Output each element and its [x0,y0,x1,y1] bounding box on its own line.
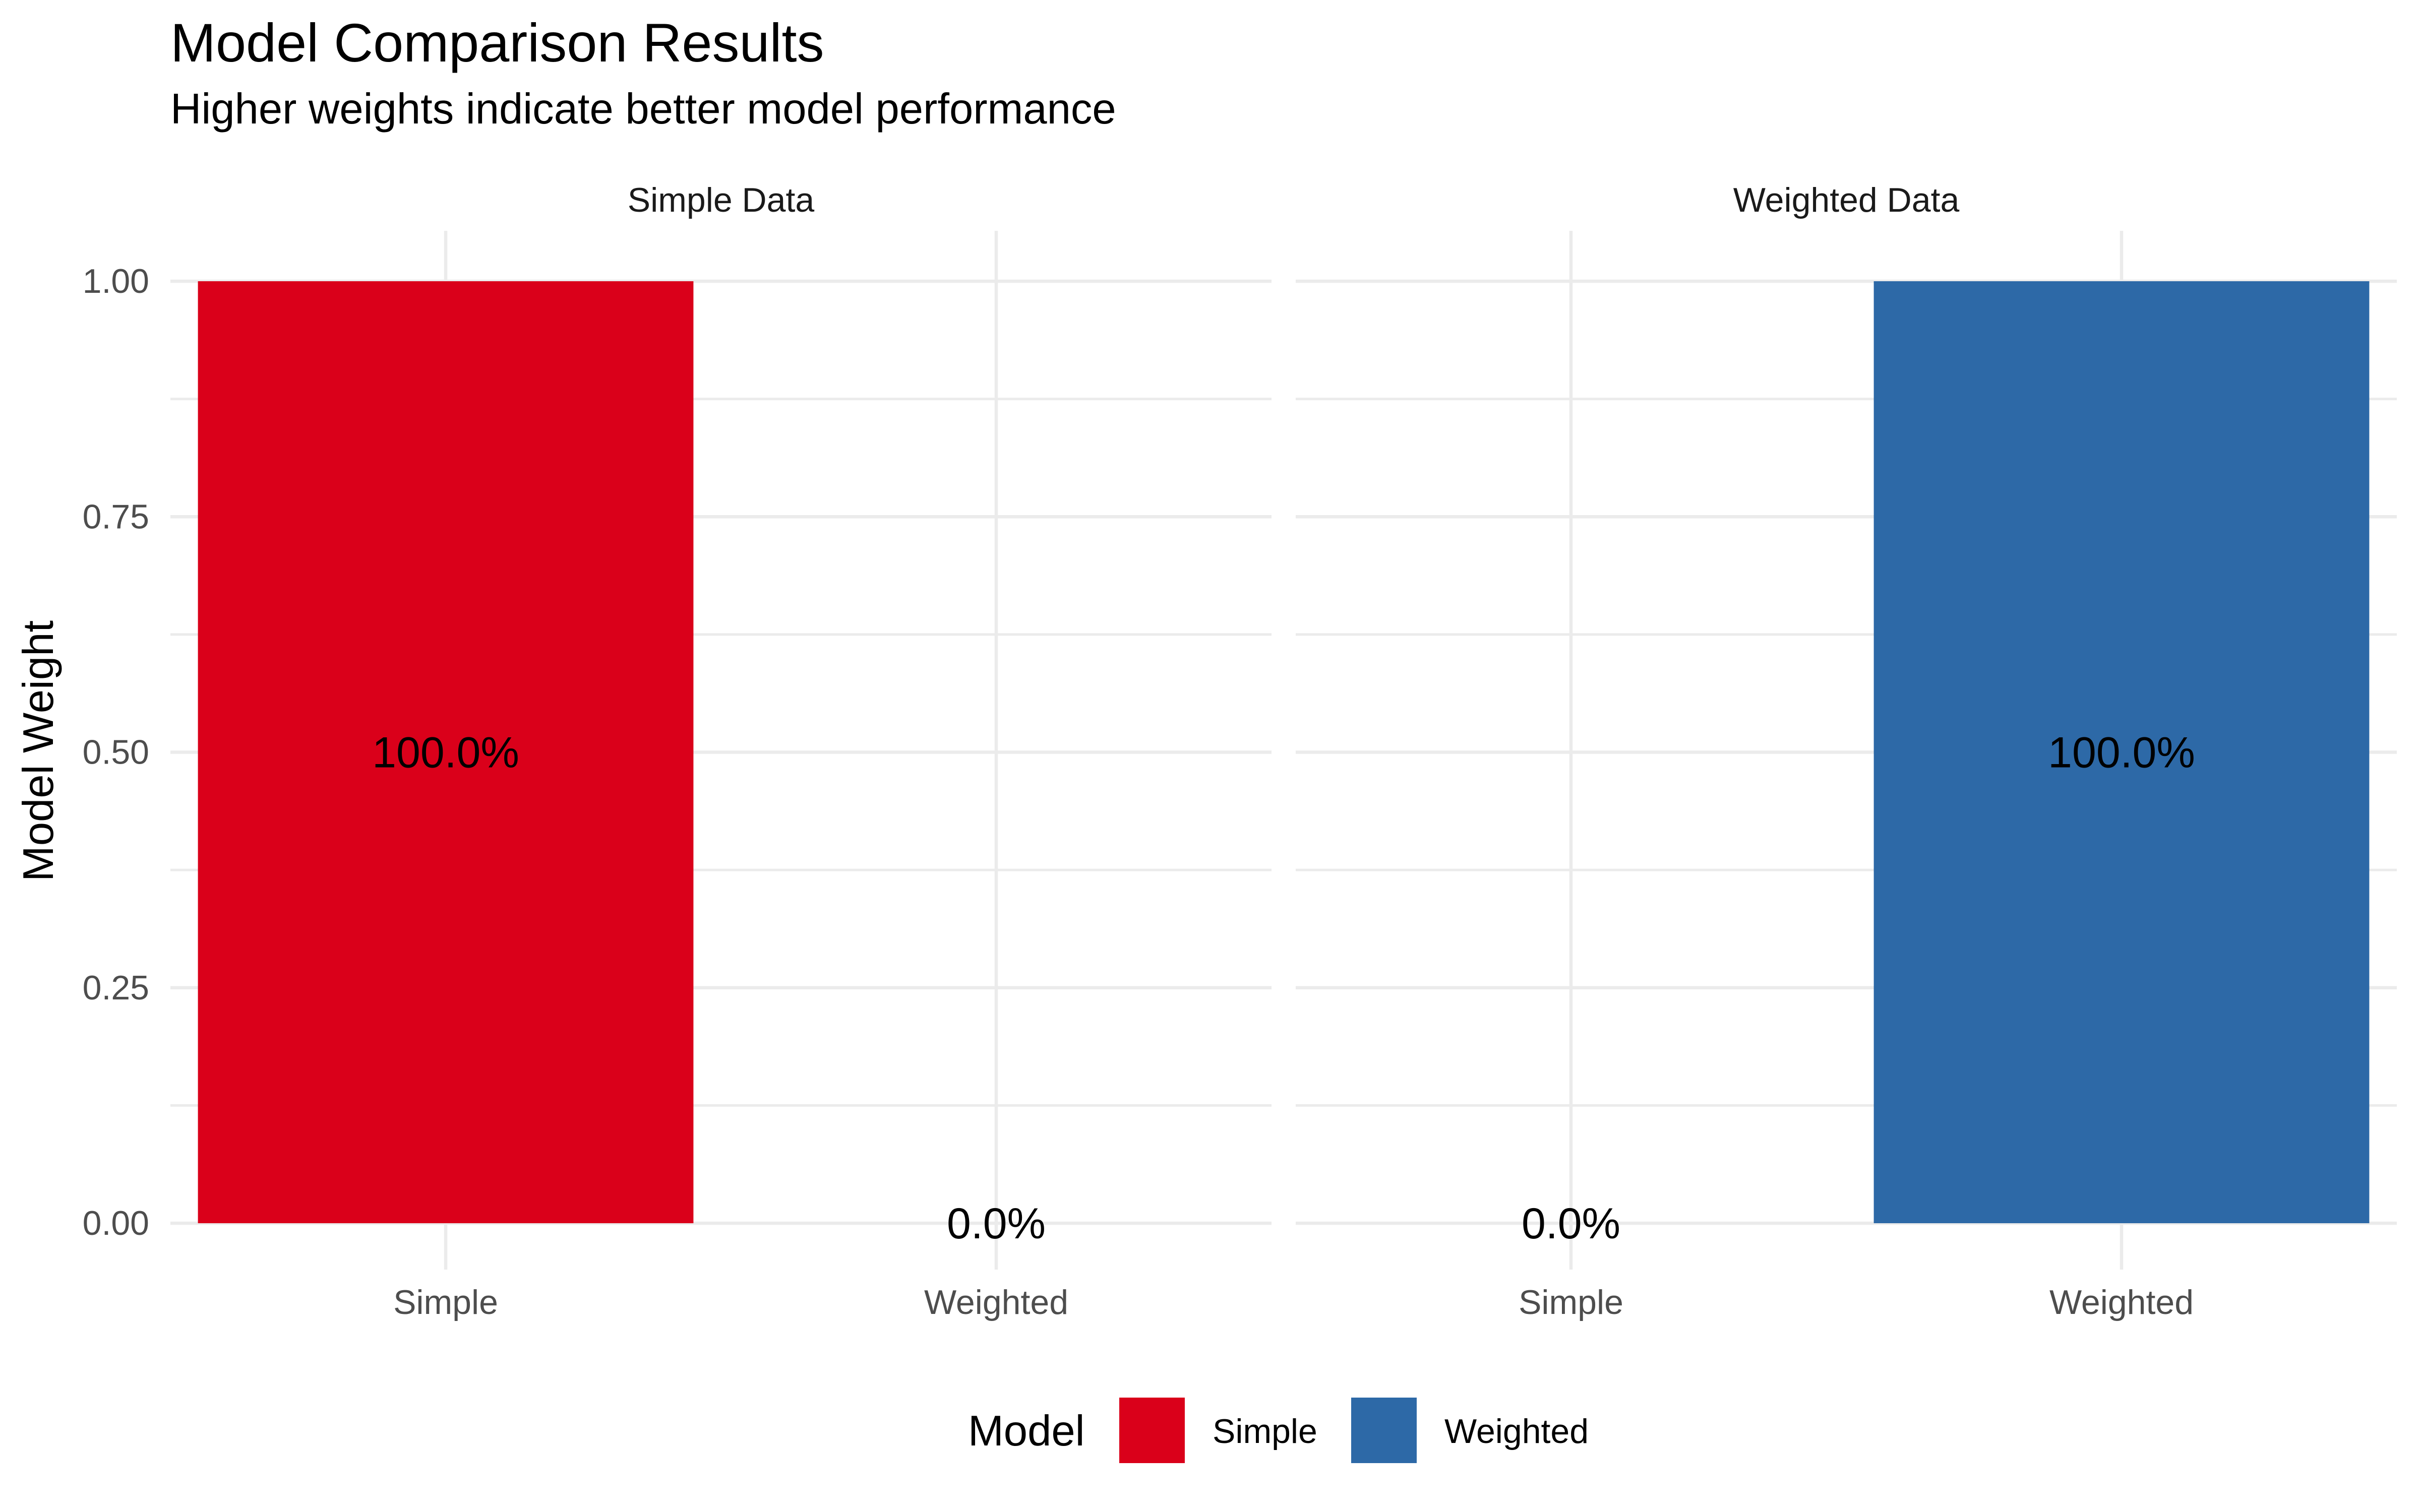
facet-strip-label: Weighted Data [1733,181,1960,219]
bar-data-label: 100.0% [372,729,519,777]
legend-label: Simple [1213,1412,1317,1451]
y-tick-label: 0.75 [83,497,149,536]
legend-swatch [1119,1398,1185,1463]
bar-data-label: 0.0% [947,1200,1046,1248]
y-tick-label: 0.50 [83,733,149,772]
x-tick-label: Weighted [2049,1283,2194,1321]
legend-label: Weighted [1444,1412,1589,1451]
y-tick-label: 0.25 [83,969,149,1007]
x-tick-label: Simple [393,1283,498,1321]
facet-panels: Simple Data 100.0% 0.0% Simple Weighted 0.00 0… [83,181,2397,1321]
legend-swatch [1351,1398,1417,1463]
legend: Model Simple Weighted [968,1398,1589,1463]
bar-data-label: 0.0% [1522,1200,1620,1248]
y-tick-label: 1.00 [83,262,149,300]
facet-panel: Simple Data 100.0% 0.0% Simple Weighted 0.00 0… [83,181,1272,1321]
bar [198,281,694,1223]
x-tick-label: Weighted [924,1283,1068,1321]
facet-panel: Weighted Data 0.0% 100.0% Simple Weighted [1296,181,2397,1321]
chart-title: Model Comparison Results [170,12,824,73]
bar [1873,281,2370,1223]
x-tick-label: Simple [1519,1283,1623,1321]
y-axis-title: Model Weight [15,620,63,881]
chart-subtitle: Higher weights indicate better model per… [170,85,1116,133]
bar-data-label: 100.0% [2048,729,2195,777]
facet-strip-label: Simple Data [628,181,815,219]
legend-title: Model [968,1407,1085,1455]
y-tick-label: 0.00 [83,1204,149,1242]
